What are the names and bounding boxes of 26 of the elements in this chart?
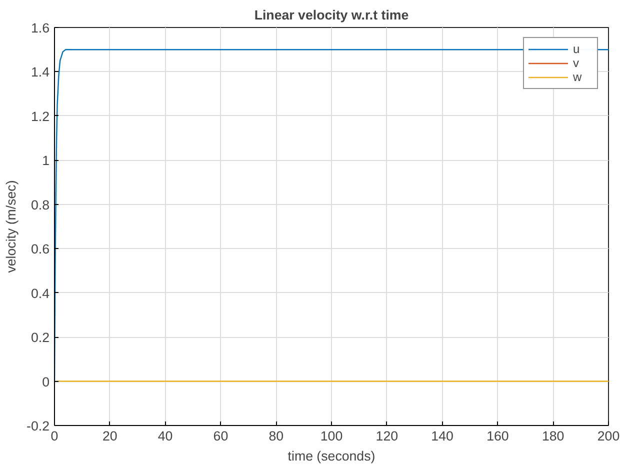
y-tick-label: 0.6 <box>30 242 50 257</box>
y-tick-label: 0 <box>42 374 50 390</box>
x-tick-label: 160 <box>486 428 509 444</box>
legend-label: u <box>573 42 581 56</box>
x-tick-label: 100 <box>320 428 343 444</box>
y-tick-label: -0.2 <box>26 418 50 434</box>
y-tick-label: 1.2 <box>30 108 50 124</box>
y-tick-label: 0.4 <box>30 286 50 301</box>
x-tick-label: 120 <box>376 428 398 444</box>
y-tick-label: 0.8 <box>30 197 50 212</box>
x-tick-label: 80 <box>268 428 284 444</box>
x-tick-label: 60 <box>213 428 228 444</box>
x-tick-label: 140 <box>431 428 454 444</box>
y-tick-label: 1.4 <box>30 64 50 80</box>
legend-label: w <box>573 70 583 84</box>
y-axis-title: velocity (m/sec) <box>4 180 19 273</box>
y-tick-label: 1 <box>42 153 50 168</box>
x-tick-label: 20 <box>102 428 118 444</box>
x-axis-title: time (seconds) <box>288 448 376 464</box>
x-tick-label: 180 <box>542 428 564 444</box>
y-tick-label: 0.2 <box>30 330 50 346</box>
chart-title: Linear velocity w.r.t time <box>254 8 409 22</box>
y-tick-label: 1.6 <box>30 20 50 36</box>
x-tick-label: 40 <box>158 428 173 444</box>
x-tick-label: 200 <box>597 428 620 444</box>
legend-label: v <box>573 56 580 70</box>
